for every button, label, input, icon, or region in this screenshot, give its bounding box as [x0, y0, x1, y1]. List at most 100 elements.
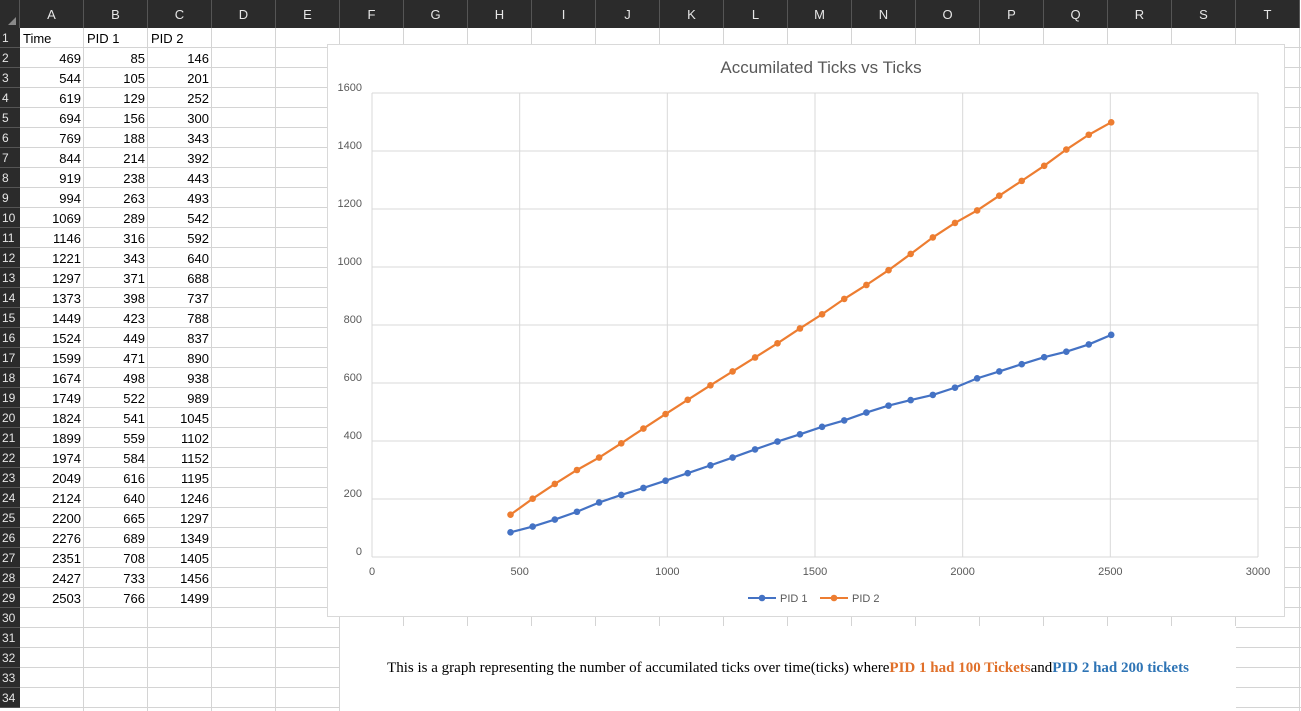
data-cell[interactable]: 559 — [123, 430, 145, 446]
data-cell[interactable]: 737 — [187, 290, 209, 306]
data-cell[interactable]: 1152 — [181, 450, 209, 466]
row-header-30[interactable]: 30 — [0, 608, 20, 628]
column-header-H[interactable]: H — [468, 0, 532, 28]
row-header-31[interactable]: 31 — [0, 628, 20, 648]
data-cell[interactable]: 392 — [187, 150, 209, 166]
row-header-11[interactable]: 11 — [0, 228, 20, 248]
row-header-21[interactable]: 21 — [0, 428, 20, 448]
column-header-N[interactable]: N — [852, 0, 916, 28]
data-cell[interactable]: 201 — [187, 70, 209, 86]
column-header-J[interactable]: J — [596, 0, 660, 28]
data-cell[interactable]: 689 — [123, 530, 145, 546]
data-cell[interactable]: 2351 — [52, 550, 81, 566]
data-cell[interactable]: 129 — [123, 90, 145, 106]
column-header-L[interactable]: L — [724, 0, 788, 28]
data-cell[interactable]: 1045 — [180, 410, 209, 426]
data-cell[interactable]: 890 — [187, 350, 209, 366]
data-cell[interactable]: 522 — [123, 390, 145, 406]
data-cell[interactable]: 1499 — [180, 590, 209, 606]
data-cell[interactable]: 2276 — [52, 530, 81, 546]
data-cell[interactable]: 343 — [187, 130, 209, 146]
row-header-4[interactable]: 4 — [0, 88, 20, 108]
data-cell[interactable]: 1599 — [52, 350, 81, 366]
data-cell[interactable]: 398 — [123, 290, 145, 306]
data-cell[interactable]: 2427 — [52, 570, 81, 586]
data-cell[interactable]: 238 — [123, 170, 145, 186]
data-cell[interactable]: 844 — [59, 150, 81, 166]
data-cell[interactable]: 443 — [187, 170, 209, 186]
column-header-P[interactable]: P — [980, 0, 1044, 28]
data-cell[interactable]: 733 — [123, 570, 145, 586]
row-header-14[interactable]: 14 — [0, 288, 20, 308]
row-header-15[interactable]: 15 — [0, 308, 20, 328]
row-header-7[interactable]: 7 — [0, 148, 20, 168]
data-cell[interactable]: 188 — [123, 130, 145, 146]
data-cell[interactable]: 989 — [187, 390, 209, 406]
row-header-9[interactable]: 9 — [0, 188, 20, 208]
data-cell[interactable]: 1102 — [181, 430, 209, 446]
column-header-A[interactable]: A — [20, 0, 84, 28]
data-cell[interactable]: 471 — [123, 350, 145, 366]
row-header-10[interactable]: 10 — [0, 208, 20, 228]
data-cell[interactable]: 708 — [123, 550, 145, 566]
data-cell[interactable]: 640 — [187, 250, 209, 266]
column-header-K[interactable]: K — [660, 0, 724, 28]
column-header-T[interactable]: T — [1236, 0, 1300, 28]
row-header-13[interactable]: 13 — [0, 268, 20, 288]
data-cell[interactable]: 640 — [123, 490, 145, 506]
data-cell[interactable]: 919 — [59, 170, 81, 186]
column-header-E[interactable]: E — [276, 0, 340, 28]
row-header-17[interactable]: 17 — [0, 348, 20, 368]
data-cell[interactable]: 1456 — [180, 570, 209, 586]
row-header-16[interactable]: 16 — [0, 328, 20, 348]
data-cell[interactable]: 2124 — [52, 490, 81, 506]
data-cell[interactable]: 252 — [187, 90, 209, 106]
data-cell[interactable]: 1449 — [52, 310, 81, 326]
row-header-2[interactable]: 2 — [0, 48, 20, 68]
row-header-18[interactable]: 18 — [0, 368, 20, 388]
data-cell[interactable]: 1297 — [180, 510, 209, 526]
data-cell[interactable]: 665 — [123, 510, 145, 526]
header-cell[interactable]: PID 2 — [151, 30, 184, 46]
data-cell[interactable]: 994 — [59, 190, 81, 206]
row-header-33[interactable]: 33 — [0, 668, 20, 688]
data-cell[interactable]: 694 — [59, 110, 81, 126]
row-header-29[interactable]: 29 — [0, 588, 20, 608]
row-header-25[interactable]: 25 — [0, 508, 20, 528]
data-cell[interactable]: 544 — [59, 70, 81, 86]
row-header-1[interactable]: 1 — [0, 28, 20, 48]
data-cell[interactable]: 1405 — [180, 550, 209, 566]
row-header-6[interactable]: 6 — [0, 128, 20, 148]
data-cell[interactable]: 616 — [123, 470, 145, 486]
data-cell[interactable]: 1824 — [52, 410, 81, 426]
data-cell[interactable]: 769 — [59, 130, 81, 146]
row-header-32[interactable]: 32 — [0, 648, 20, 668]
data-cell[interactable]: 1974 — [52, 450, 81, 466]
data-cell[interactable]: 1899 — [52, 430, 81, 446]
data-cell[interactable]: 300 — [187, 110, 209, 126]
data-cell[interactable]: 1221 — [52, 250, 81, 266]
data-cell[interactable]: 85 — [130, 50, 145, 66]
column-header-S[interactable]: S — [1172, 0, 1236, 28]
column-header-F[interactable]: F — [340, 0, 404, 28]
data-cell[interactable]: 2503 — [52, 590, 81, 606]
data-cell[interactable]: 371 — [123, 270, 145, 286]
data-cell[interactable]: 105 — [123, 70, 145, 86]
column-header-C[interactable]: C — [148, 0, 212, 28]
data-cell[interactable]: 592 — [187, 230, 209, 246]
row-header-27[interactable]: 27 — [0, 548, 20, 568]
data-cell[interactable]: 493 — [187, 190, 209, 206]
data-cell[interactable]: 1349 — [180, 530, 209, 546]
data-cell[interactable]: 498 — [123, 370, 145, 386]
column-header-O[interactable]: O — [916, 0, 980, 28]
data-cell[interactable]: 316 — [123, 230, 145, 246]
data-cell[interactable]: 2200 — [52, 510, 81, 526]
data-cell[interactable]: 449 — [123, 330, 145, 346]
column-header-M[interactable]: M — [788, 0, 852, 28]
chart-object[interactable]: Accumilated Ticks vs Ticks 0 200 400 600 800 1… — [327, 44, 1285, 617]
data-cell[interactable]: 688 — [187, 270, 209, 286]
row-header-22[interactable]: 22 — [0, 448, 20, 468]
data-cell[interactable]: 1674 — [52, 370, 81, 386]
data-cell[interactable]: 214 — [123, 150, 145, 166]
row-header-26[interactable]: 26 — [0, 528, 20, 548]
